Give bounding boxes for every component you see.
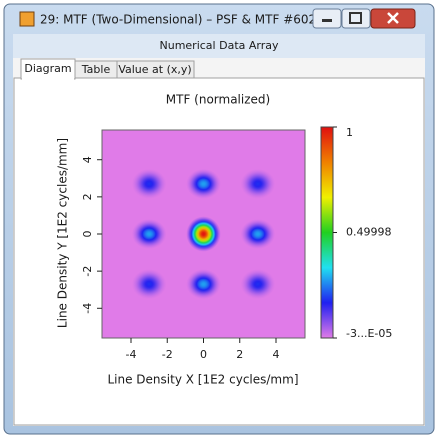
maximize-icon (349, 12, 362, 24)
chart: MTF (normalized) Line Density X [1E2 cyc… (56, 93, 393, 387)
minimize-button[interactable] (312, 8, 342, 29)
x-tick-label: -4 (126, 348, 137, 361)
x-tick-label: 4 (273, 348, 280, 361)
heatmap-peak (131, 169, 167, 199)
heatmap-peak (186, 216, 221, 252)
y-tick-label: 0 (81, 231, 94, 238)
x-tick-label: 2 (236, 348, 243, 361)
heatmap-peak (131, 219, 167, 249)
colorbar-tick-label: 1 (346, 126, 353, 139)
x-tick-label: -2 (162, 348, 173, 361)
heatmap-peak (131, 269, 167, 299)
window-title: 29: MTF (Two-Dimensional) – PSF & MTF #6… (40, 13, 316, 27)
subtitle-bar (13, 34, 425, 58)
window-subtitle: Numerical Data Array (160, 39, 279, 52)
y-tick-label: 4 (81, 156, 94, 163)
x-axis-label: Line Density X [1E2 cycles/mm] (107, 373, 298, 387)
colorbar-tick-label: -3...E-05 (346, 327, 392, 340)
window-buttons (312, 8, 416, 29)
tab-label[interactable]: Value at (x,y) (118, 63, 191, 76)
maximize-button[interactable] (341, 8, 371, 29)
heatmap-peak (186, 269, 221, 299)
tab-join (22, 77, 74, 80)
x-tick-label: 0 (200, 348, 207, 361)
y-tick-label: 2 (81, 193, 94, 200)
y-tick-label: -4 (81, 303, 94, 314)
colorbar-tick-label: 0.49998 (346, 226, 392, 239)
tab-label[interactable]: Diagram (24, 62, 71, 75)
y-axis-label: Line Density Y [1E2 cycles/mm] (56, 138, 70, 328)
minimize-icon (322, 19, 332, 22)
chart-title: MTF (normalized) (166, 93, 270, 107)
colorbar (320, 126, 334, 339)
tab-label[interactable]: Table (81, 63, 111, 76)
y-tick-label: -2 (81, 266, 94, 277)
tab[interactable] (116, 60, 195, 79)
heatmap-peak (240, 219, 276, 249)
heatmap-peak (186, 169, 221, 199)
close-icon (387, 12, 399, 24)
heatmap-peak (240, 169, 276, 199)
heatmap-peak (240, 269, 276, 299)
app-icon (19, 11, 35, 27)
